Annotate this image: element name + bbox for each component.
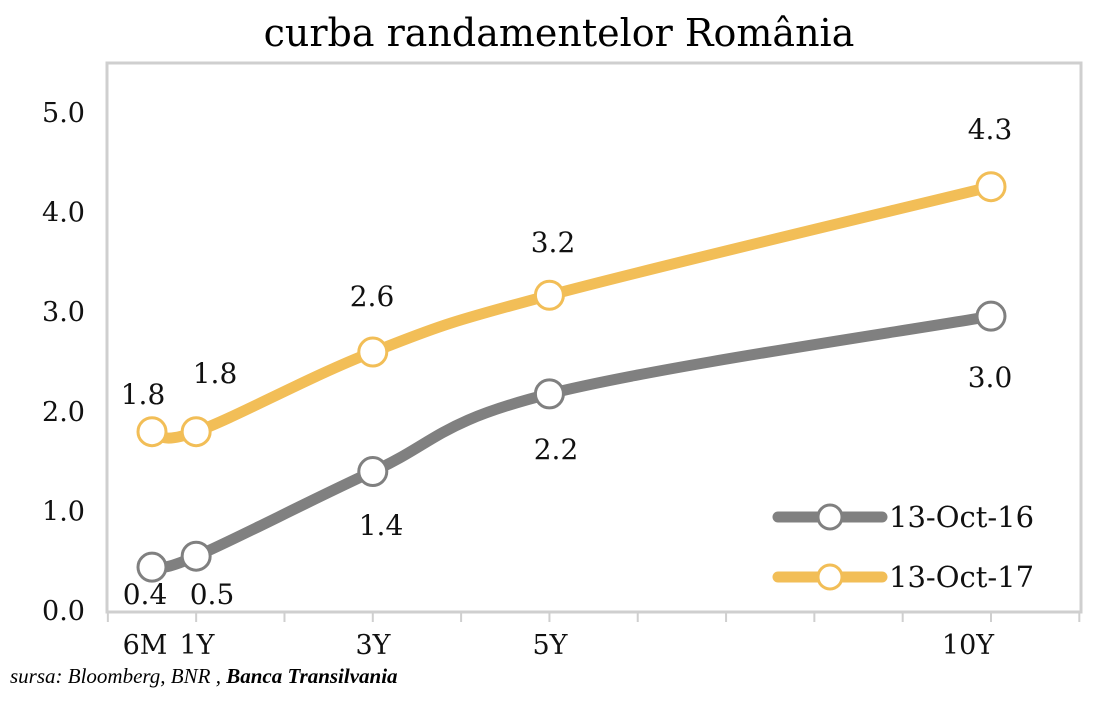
legend: 13-Oct-16 13-Oct-17 [772, 500, 1034, 594]
data-label: 3.0 [968, 361, 1013, 394]
x-tick-label: 6M [123, 630, 168, 661]
data-labels: 0.4 0.5 1.4 2.2 3.0 1.8 1.8 2.6 3.2 4.3 [121, 113, 1013, 611]
y-axis: 0.0 1.0 2.0 3.0 4.0 5.0 [42, 98, 85, 627]
legend-swatch-marker [816, 563, 844, 591]
y-tick-label: 3.0 [42, 297, 85, 328]
series-point [975, 171, 1007, 203]
x-tick-label: 3Y [355, 630, 391, 661]
chart-title: curba randamentelor România [264, 11, 855, 55]
data-label: 2.2 [534, 433, 579, 466]
x-axis: 6M 1Y 3Y 5Y 10Y [106, 612, 1081, 661]
source-prefix: sursa: Bloomberg, BNR , [10, 664, 227, 688]
y-tick-label: 5.0 [42, 98, 85, 129]
data-label: 1.8 [121, 378, 166, 411]
yield-curve-chart: curba randamentelor România 0.0 1.0 2.0 3.0… [42, 11, 1083, 661]
data-label: 3.2 [531, 226, 576, 259]
series-point [975, 300, 1007, 332]
legend-label: 13-Oct-16 [889, 500, 1034, 534]
legend-swatch-marker [816, 503, 844, 531]
legend-label: 13-Oct-17 [889, 560, 1034, 594]
y-tick-label: 0.0 [42, 596, 85, 627]
data-label: 0.4 [123, 578, 168, 611]
series-point [136, 416, 168, 448]
series-group [136, 171, 1007, 583]
x-tick-label: 1Y [179, 630, 215, 661]
data-label: 0.5 [190, 578, 235, 611]
data-label: 4.3 [968, 113, 1013, 146]
y-tick-label: 4.0 [42, 198, 85, 229]
source-bold: Banca Transilvania [226, 664, 398, 688]
data-label: 1.4 [359, 509, 404, 542]
series-point [533, 279, 565, 311]
x-tick-label: 5Y [532, 630, 568, 661]
series-point [357, 336, 389, 368]
data-label: 2.6 [350, 280, 395, 313]
x-tick-label: 10Y [942, 630, 995, 661]
series-point [180, 540, 212, 572]
y-tick-label: 2.0 [42, 397, 85, 428]
y-tick-label: 1.0 [42, 496, 85, 527]
source-note: sursa: Bloomberg, BNR , Banca Transilvan… [10, 664, 398, 689]
series-point [180, 416, 212, 448]
series-point [136, 551, 168, 583]
series-point [533, 378, 565, 410]
data-label: 1.8 [193, 357, 238, 390]
series-point [357, 456, 389, 488]
